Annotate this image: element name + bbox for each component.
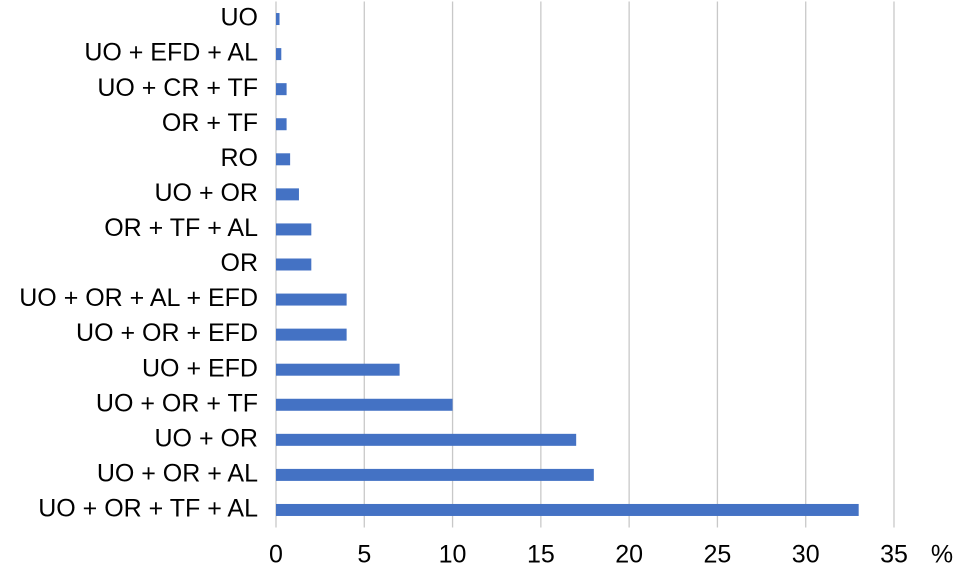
y-tick-label: RO bbox=[221, 144, 259, 172]
x-tick-label: 15 bbox=[527, 541, 555, 569]
y-tick-label: UO + OR + AL bbox=[97, 460, 258, 488]
x-tick-label: 25 bbox=[704, 541, 732, 569]
bar bbox=[276, 83, 287, 96]
bar bbox=[276, 153, 291, 166]
x-tick-label: 10 bbox=[439, 541, 467, 569]
bar bbox=[276, 363, 400, 376]
bar bbox=[276, 398, 453, 411]
bar bbox=[276, 258, 312, 271]
y-tick-label: UO + CR + TF bbox=[97, 74, 258, 102]
y-tick-label: OR + TF + AL bbox=[104, 214, 258, 242]
bar bbox=[276, 503, 859, 516]
x-tick-label: 20 bbox=[615, 541, 643, 569]
bar bbox=[276, 13, 280, 26]
y-tick-label: UO + OR bbox=[155, 179, 259, 207]
bar bbox=[276, 293, 347, 306]
y-tick-label: UO + OR + AL + EFD bbox=[19, 284, 258, 312]
bar bbox=[276, 223, 312, 236]
y-tick-label: UO + OR bbox=[155, 424, 259, 452]
y-tick-label: UO + OR + TF bbox=[96, 389, 258, 417]
y-tick-label: UO + EFD bbox=[142, 354, 258, 382]
x-axis-label: % bbox=[931, 541, 953, 569]
bar bbox=[276, 433, 577, 446]
x-tick-label: 35 bbox=[880, 541, 908, 569]
bar bbox=[276, 328, 347, 341]
y-tick-label: UO + EFD + AL bbox=[84, 39, 258, 67]
y-tick-label: OR bbox=[221, 249, 259, 277]
y-tick-label: OR + TF bbox=[162, 109, 258, 137]
bar bbox=[276, 118, 287, 131]
x-tick-label: 30 bbox=[792, 541, 820, 569]
bar bbox=[276, 188, 299, 201]
bar bbox=[276, 468, 594, 481]
x-tick-label: 5 bbox=[357, 541, 371, 569]
y-tick-label: UO bbox=[221, 4, 259, 32]
y-tick-label: UO + OR + EFD bbox=[76, 319, 258, 347]
bar bbox=[276, 48, 282, 61]
y-tick-label: UO + OR + TF + AL bbox=[38, 495, 258, 523]
x-tick-label: 0 bbox=[269, 541, 283, 569]
